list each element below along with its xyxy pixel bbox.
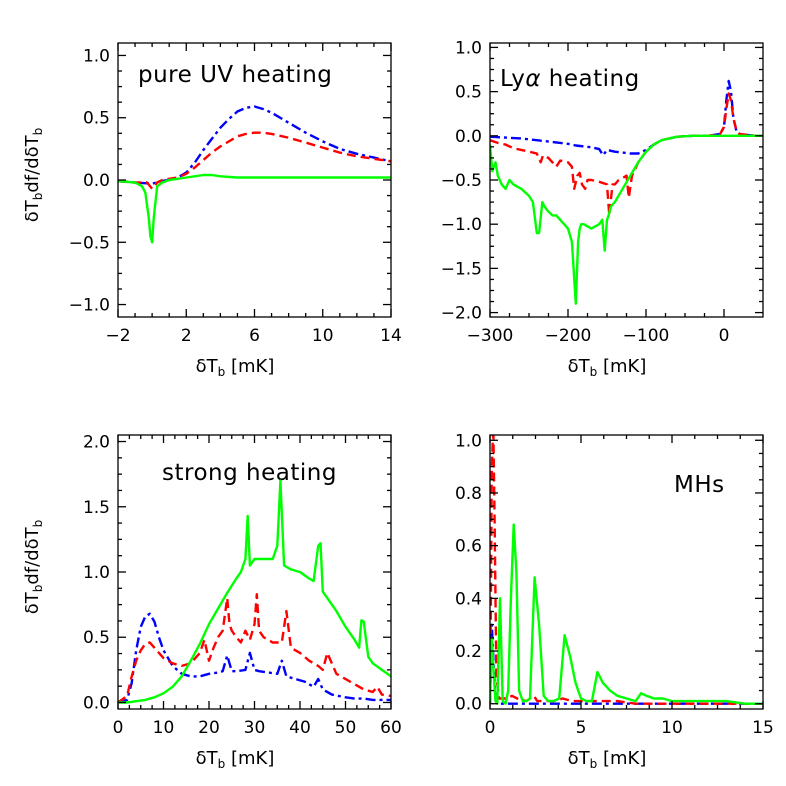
y-axis-label: δTbdf/dδTb — [22, 520, 45, 615]
x-tick-label: 60 — [380, 718, 402, 738]
x-tick-label: 10 — [661, 718, 683, 738]
y-tick-label: 1.0 — [455, 431, 482, 451]
y-tick-label: 0.4 — [455, 589, 482, 609]
panel-title: MHs — [674, 472, 725, 498]
series-line-0 — [118, 105, 391, 185]
series-line-1 — [118, 131, 391, 190]
x-tick-label: −300 — [467, 326, 514, 346]
x-tick-label: 2 — [181, 326, 192, 346]
x-tick-label: 6 — [249, 326, 260, 346]
y-tick-label: 1.0 — [83, 563, 110, 583]
y-tick-label: −1.5 — [441, 259, 482, 279]
x-tick-label: 0 — [113, 718, 124, 738]
x-tick-label: 10 — [312, 326, 334, 346]
series-line-0 — [118, 612, 391, 704]
y-tick-label: −0.5 — [441, 171, 482, 191]
series-line-2 — [118, 479, 391, 704]
y-tick-label: 0.0 — [455, 695, 482, 715]
series-line-1 — [118, 593, 391, 704]
y-tick-label: 0.8 — [455, 484, 482, 504]
y-tick-label: 0.0 — [83, 171, 110, 191]
x-axis-label: δTb [mK] — [568, 748, 647, 771]
x-tick-label: 0 — [719, 326, 730, 346]
y-tick-label: 1.5 — [83, 498, 110, 518]
panel-title: pure UV heating — [138, 62, 332, 88]
x-tick-label: 14 — [380, 326, 402, 346]
y-tick-label: −1.0 — [69, 296, 110, 316]
x-axis-label: δTb [mK] — [196, 748, 275, 771]
y-tick-label: −2.0 — [441, 304, 482, 324]
series-line-2 — [490, 523, 763, 705]
series-line-2 — [490, 134, 763, 305]
x-tick-label: 5 — [576, 718, 587, 738]
panel-title: Lyα heating — [500, 66, 640, 92]
panel-strong-heating: strong heating δTb [mK] δTbdf/dδTb 0 10 20… — [22, 433, 402, 771]
y-tick-label: −1.0 — [441, 215, 482, 235]
x-tick-label: 40 — [289, 718, 311, 738]
y-axis-label: δTbdf/dδTb — [22, 128, 45, 223]
series-line-1 — [490, 435, 763, 705]
x-tick-label: −100 — [623, 326, 670, 346]
x-tick-label: −2 — [105, 326, 130, 346]
panel-mhs: MHs δTb [mK] 0 5 10 15 0.0 0.2 0.4 0.6 0.8 1.0 — [455, 431, 774, 771]
x-tick-label: 20 — [198, 718, 220, 738]
series-line-1 — [490, 92, 763, 217]
y-tick-label: 0.0 — [455, 127, 482, 147]
panel-title: strong heating — [162, 460, 337, 486]
x-tick-label: 50 — [335, 718, 357, 738]
y-tick-label: 2.0 — [83, 433, 110, 453]
y-tick-label: −0.5 — [69, 233, 110, 253]
panel-pure-uv-heating: pure UV heating δTb [mK] δTbdf/dδTb −2 2 6… — [22, 42, 402, 379]
series-line-2 — [118, 173, 391, 244]
y-tick-label: 0.6 — [455, 537, 482, 557]
y-tick-label: 1.0 — [455, 38, 482, 58]
x-tick-label: 15 — [752, 718, 774, 738]
series-line-0 — [490, 79, 763, 157]
y-tick-label: 0.0 — [83, 693, 110, 713]
y-tick-label: 0.5 — [83, 628, 110, 648]
x-axis-label: δTb [mK] — [568, 356, 647, 379]
x-tick-label: 0 — [485, 718, 496, 738]
x-tick-label: −200 — [545, 326, 592, 346]
x-tick-label: 30 — [244, 718, 266, 738]
y-tick-label: 0.2 — [455, 642, 482, 662]
y-tick-label: 0.5 — [83, 109, 110, 129]
panel-lya-heating: Lyα heating δTb [mK] −300 −200 −100 0 −2.0 −1… — [441, 38, 764, 379]
x-tick-label: 10 — [153, 718, 175, 738]
y-tick-label: 1.0 — [83, 46, 110, 66]
x-axis-label: δTb [mK] — [196, 356, 275, 379]
y-tick-label: 0.5 — [455, 83, 482, 103]
